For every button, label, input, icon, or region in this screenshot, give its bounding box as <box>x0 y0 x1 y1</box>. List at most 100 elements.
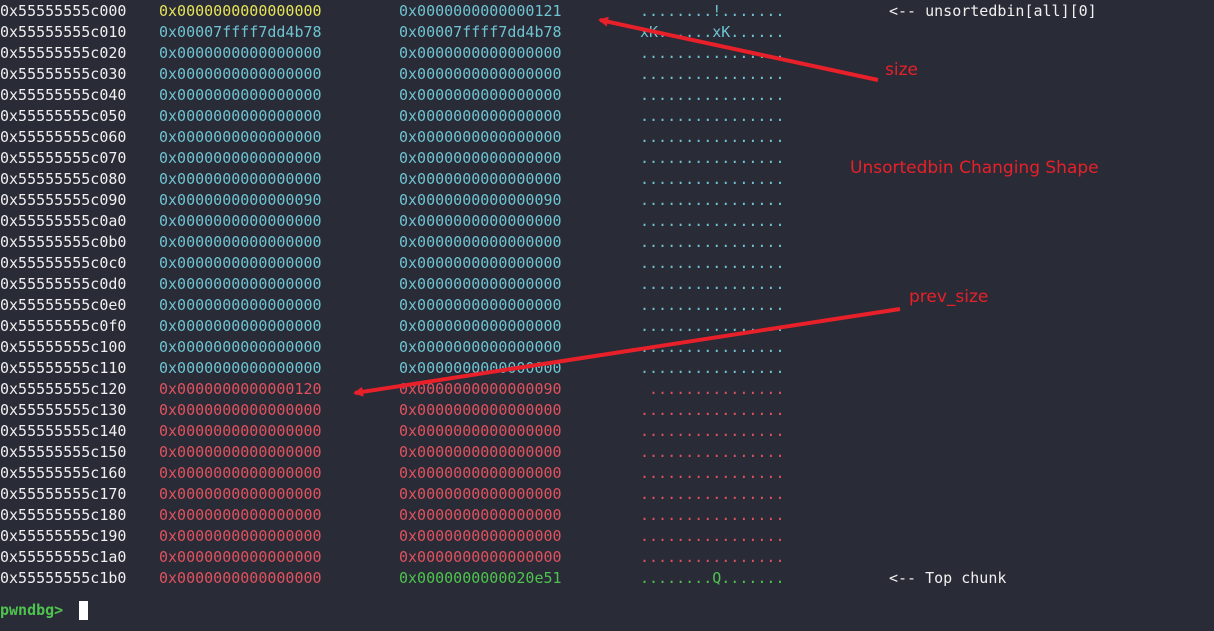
memory-address: 0x55555555c0b0 <box>0 233 127 251</box>
ascii-dump: ................ <box>640 170 785 188</box>
chunk-note: <-- unsortedbin[all][0] <box>889 2 1097 20</box>
ascii-dump: ................ <box>640 149 785 167</box>
qword-value-2: 0x0000000000000000 <box>399 149 562 167</box>
ascii-dump: ................ <box>640 254 785 272</box>
ascii-dump: ................ <box>640 86 785 104</box>
ascii-dump: ................ <box>640 401 785 419</box>
qword-value-2: 0x0000000000000000 <box>399 128 562 146</box>
qword-value-2: 0x0000000000000000 <box>399 338 562 356</box>
chunk-note: <-- Top chunk <box>889 569 1007 587</box>
qword-value-2: 0x0000000000000000 <box>399 107 562 125</box>
memory-address: 0x55555555c090 <box>0 191 127 209</box>
qword-value-1: 0x0000000000000000 <box>159 485 322 503</box>
qword-value-1: 0x0000000000000000 <box>159 65 322 83</box>
qword-value-2: 0x0000000000000000 <box>399 401 562 419</box>
qword-value-1: 0x0000000000000000 <box>159 107 322 125</box>
ascii-dump: ................ <box>640 65 785 83</box>
ascii-dump: ................ <box>640 212 785 230</box>
qword-value-2: 0x0000000000000000 <box>399 86 562 104</box>
prev-size-annotation: prev_size <box>909 287 989 307</box>
ascii-dump: ................ <box>640 359 785 377</box>
qword-value-1: 0x0000000000000000 <box>159 443 322 461</box>
qword-value-2: 0x0000000000000000 <box>399 170 562 188</box>
qword-value-1: 0x0000000000000000 <box>159 296 322 314</box>
qword-value-2: 0x0000000000000090 <box>399 191 562 209</box>
qword-value-1: 0x0000000000000120 <box>159 380 322 398</box>
qword-value-2: 0x0000000000000000 <box>399 359 562 377</box>
qword-value-1: 0x0000000000000000 <box>159 128 322 146</box>
memory-address: 0x55555555c040 <box>0 86 127 104</box>
qword-value-1: 0x0000000000000000 <box>159 464 322 482</box>
memory-address: 0x55555555c0e0 <box>0 296 127 314</box>
memory-address: 0x55555555c190 <box>0 527 127 545</box>
qword-value-2: 0x0000000000000000 <box>399 464 562 482</box>
qword-value-1: 0x0000000000000000 <box>159 401 322 419</box>
ascii-dump: ................ <box>640 275 785 293</box>
memory-address: 0x55555555c050 <box>0 107 127 125</box>
memory-address: 0x55555555c1b0 <box>0 569 127 587</box>
qword-value-1: 0x0000000000000000 <box>159 233 322 251</box>
qword-value-2: 0x0000000000000000 <box>399 422 562 440</box>
ascii-dump: ................ <box>640 44 785 62</box>
qword-value-2: 0x0000000000000000 <box>399 317 562 335</box>
qword-value-1: 0x0000000000000000 <box>159 422 322 440</box>
qword-value-1: 0x0000000000000000 <box>159 506 322 524</box>
ascii-dump: ................ <box>640 443 785 461</box>
memory-address: 0x55555555c000 <box>0 2 127 20</box>
ascii-dump: ................ <box>640 107 785 125</box>
qword-value-2: 0x0000000000000000 <box>399 443 562 461</box>
ascii-dump: ................ <box>640 191 785 209</box>
size-annotation: size <box>885 60 918 80</box>
memory-address: 0x55555555c110 <box>0 359 127 377</box>
memory-address: 0x55555555c030 <box>0 65 127 83</box>
memory-address: 0x55555555c160 <box>0 464 127 482</box>
qword-value-2: 0x0000000000000000 <box>399 296 562 314</box>
ascii-dump: ................ <box>640 464 785 482</box>
ascii-dump: ................ <box>640 338 785 356</box>
qword-value-1: 0x0000000000000000 <box>159 2 322 20</box>
qword-value-2: 0x00007ffff7dd4b78 <box>399 23 562 41</box>
qword-value-2: 0x0000000000000090 <box>399 380 562 398</box>
qword-value-2: 0x0000000000000000 <box>399 548 562 566</box>
qword-value-2: 0x0000000000000000 <box>399 527 562 545</box>
ascii-dump: ................ <box>640 296 785 314</box>
ascii-dump: ............... <box>640 380 785 398</box>
memory-address: 0x55555555c080 <box>0 170 127 188</box>
memory-address: 0x55555555c130 <box>0 401 127 419</box>
ascii-dump: ................ <box>640 485 785 503</box>
qword-value-2: 0x0000000000020e51 <box>399 569 562 587</box>
qword-value-1: 0x0000000000000000 <box>159 254 322 272</box>
text-cursor[interactable] <box>79 601 88 620</box>
qword-value-2: 0x0000000000000000 <box>399 506 562 524</box>
qword-value-1: 0x0000000000000000 <box>159 548 322 566</box>
memory-address: 0x55555555c0f0 <box>0 317 127 335</box>
ascii-dump: ........!....... <box>640 2 785 20</box>
ascii-dump: xK......xK...... <box>640 23 785 41</box>
memory-address: 0x55555555c0d0 <box>0 275 127 293</box>
qword-value-1: 0x00007ffff7dd4b78 <box>159 23 322 41</box>
qword-value-2: 0x0000000000000000 <box>399 233 562 251</box>
unsortedbin-caption: Unsortedbin Changing Shape <box>850 158 1099 178</box>
qword-value-1: 0x0000000000000090 <box>159 191 322 209</box>
memory-address: 0x55555555c070 <box>0 149 127 167</box>
memory-address: 0x55555555c180 <box>0 506 127 524</box>
qword-value-2: 0x0000000000000000 <box>399 212 562 230</box>
qword-value-1: 0x0000000000000000 <box>159 149 322 167</box>
qword-value-1: 0x0000000000000000 <box>159 44 322 62</box>
ascii-dump: ................ <box>640 233 785 251</box>
memory-address: 0x55555555c100 <box>0 338 127 356</box>
qword-value-1: 0x0000000000000000 <box>159 212 322 230</box>
qword-value-2: 0x0000000000000000 <box>399 275 562 293</box>
memory-address: 0x55555555c170 <box>0 485 127 503</box>
qword-value-1: 0x0000000000000000 <box>159 338 322 356</box>
memory-address: 0x55555555c010 <box>0 23 127 41</box>
qword-value-1: 0x0000000000000000 <box>159 317 322 335</box>
memory-address: 0x55555555c150 <box>0 443 127 461</box>
ascii-dump: ................ <box>640 548 785 566</box>
memory-address: 0x55555555c060 <box>0 128 127 146</box>
memory-address: 0x55555555c140 <box>0 422 127 440</box>
ascii-dump: ................ <box>640 422 785 440</box>
qword-value-1: 0x0000000000000000 <box>159 170 322 188</box>
qword-value-2: 0x0000000000000000 <box>399 65 562 83</box>
